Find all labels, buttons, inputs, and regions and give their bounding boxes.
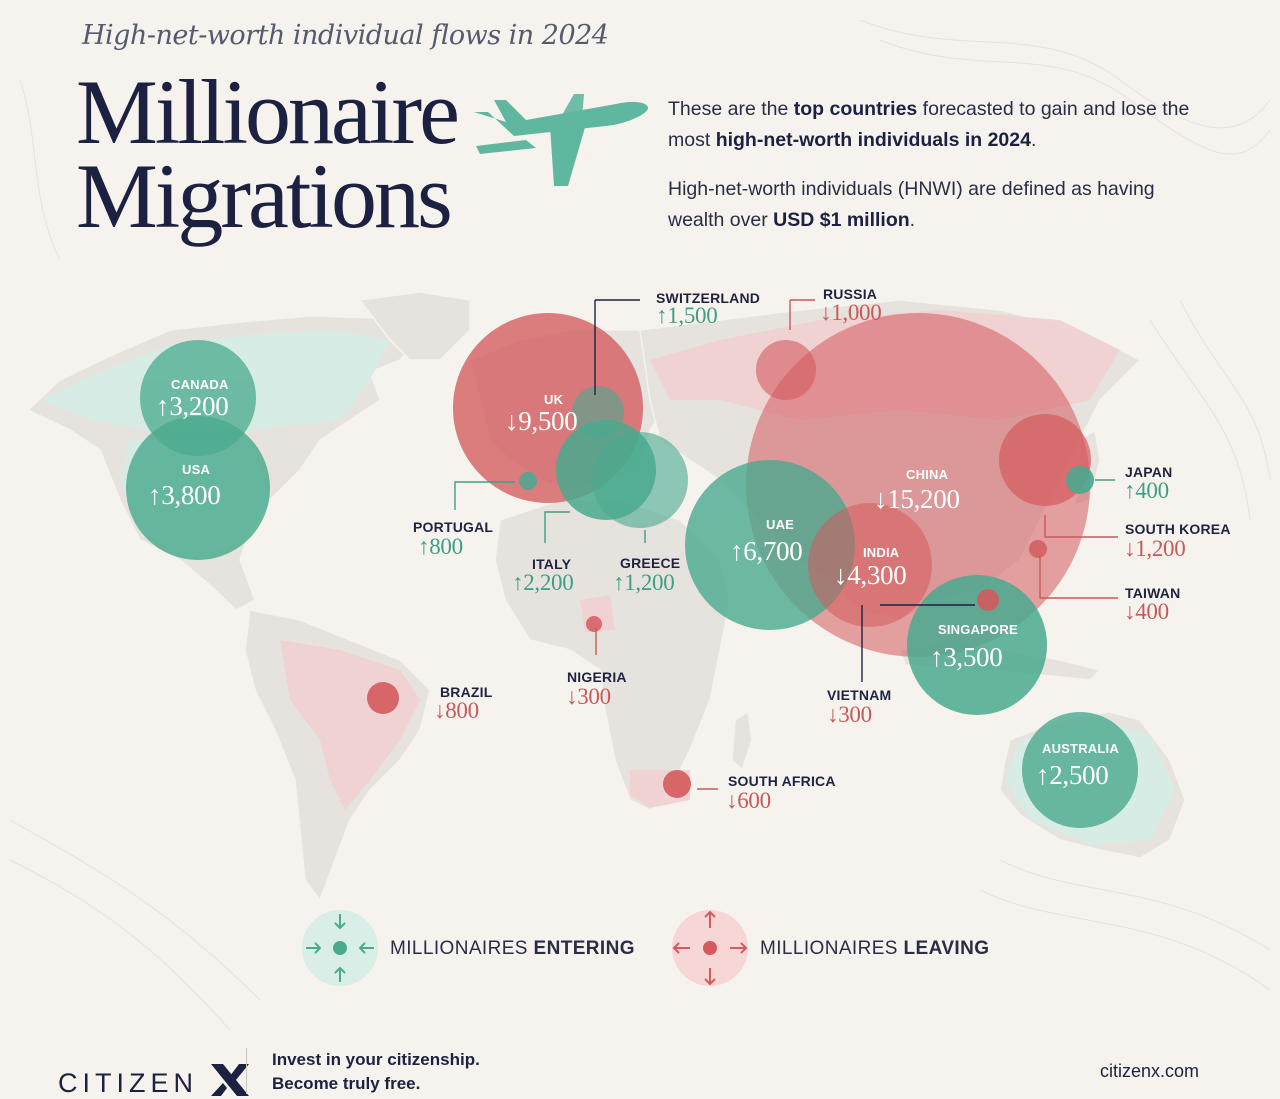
bubble-taiwan	[1029, 540, 1047, 558]
label-south-korea: SOUTH KOREA	[1125, 521, 1231, 537]
bubble-switzerland	[572, 386, 624, 438]
bubble-usa	[126, 416, 270, 560]
bubble-india	[808, 503, 932, 627]
value-south-africa: ↓600	[726, 788, 771, 813]
label-nigeria: NIGERIA	[567, 669, 627, 685]
footer-website-link[interactable]: citizenx.com	[1100, 1061, 1200, 1081]
leaving-legend-icon	[672, 910, 748, 986]
bubble-japan	[1066, 466, 1094, 494]
bubble-south-africa	[663, 770, 691, 798]
label-india: INDIA	[863, 545, 900, 560]
world-map	[26, 291, 1186, 902]
value-greece: ↑1,200	[613, 570, 675, 595]
citizenx-logo: CITIZEN	[58, 1056, 253, 1099]
tagline-line-1: Invest in your citizenship.	[272, 1050, 480, 1069]
label-portugal: PORTUGAL	[413, 519, 494, 535]
footer-tagline: Invest in your citizenship. Become truly…	[272, 1048, 480, 1096]
x-logo-icon	[210, 1064, 249, 1096]
legend-leaving: MILLIONAIRES LEAVING	[760, 938, 990, 959]
value-usa: ↑3,800	[148, 480, 221, 510]
title-line-2: Migrations	[76, 145, 453, 247]
bubble-brazil	[367, 682, 399, 714]
airplane-icon	[474, 94, 648, 186]
label-greece: GREECE	[620, 555, 681, 571]
label-russia: RUSSIA	[823, 286, 878, 302]
label-canada: CANADA	[171, 377, 229, 392]
legend-entering: MILLIONAIRES ENTERING	[390, 938, 635, 959]
value-singapore: ↑3,500	[930, 642, 1003, 672]
label-brazil: BRAZIL	[440, 684, 493, 700]
value-russia: ↓1,000	[820, 300, 882, 325]
label-uk: UK	[544, 392, 564, 407]
value-uk: ↓9,500	[505, 406, 578, 436]
intro-paragraph-1: These are the top countries forecasted t…	[668, 98, 1190, 151]
bubble-vietnam	[977, 589, 999, 611]
bubble-singapore	[907, 575, 1047, 715]
label-australia: AUSTRALIA	[1042, 741, 1119, 756]
label-singapore: SINGAPORE	[938, 622, 1018, 637]
value-vietnam: ↓300	[827, 702, 872, 727]
value-uae: ↑6,700	[730, 536, 803, 566]
label-switzerland: SWITZERLAND	[656, 290, 761, 306]
value-south-korea: ↓1,200	[1124, 536, 1186, 561]
bubble-russia	[756, 340, 816, 400]
label-japan: JAPAN	[1125, 464, 1173, 480]
value-china: ↓15,200	[874, 484, 960, 514]
label-south-africa: SOUTH AFRICA	[728, 773, 836, 789]
value-japan: ↑400	[1124, 478, 1169, 503]
footer-divider	[246, 1048, 247, 1094]
value-portugal: ↑800	[418, 534, 463, 559]
leader-lines	[454, 299, 1118, 790]
value-switzerland: ↑1,500	[656, 303, 718, 328]
header-subtitle: High-net-worth individual flows in 2024	[82, 20, 609, 51]
title-line-1: Millionaire	[76, 61, 460, 163]
page-title: Millionaire Migrations	[76, 61, 460, 247]
label-usa: USA	[182, 462, 211, 477]
label-uae: UAE	[766, 517, 795, 532]
value-taiwan: ↓400	[1124, 599, 1169, 624]
value-india: ↓4,300	[834, 560, 907, 590]
intro-paragraph-2: High-net-worth individuals (HNWI) are de…	[668, 178, 1155, 231]
bubble-portugal	[519, 472, 537, 490]
value-nigeria: ↓300	[566, 684, 611, 709]
bubble-nigeria	[586, 616, 602, 632]
value-australia: ↑2,500	[1036, 760, 1109, 790]
value-italy: ↑2,200	[512, 570, 574, 595]
label-taiwan: TAIWAN	[1125, 585, 1181, 601]
label-china: CHINA	[906, 467, 949, 482]
entering-legend-icon	[302, 910, 378, 986]
bubble-greece	[592, 432, 688, 528]
tagline-line-2: Become truly free.	[272, 1074, 421, 1093]
value-brazil: ↓800	[434, 698, 479, 723]
label-italy: ITALY	[532, 556, 572, 572]
value-canada: ↑3,200	[156, 391, 229, 421]
label-vietnam: VIETNAM	[827, 687, 892, 703]
bubble-australia	[1022, 712, 1138, 828]
intro-text: These are the top countries forecasted t…	[668, 94, 1208, 254]
